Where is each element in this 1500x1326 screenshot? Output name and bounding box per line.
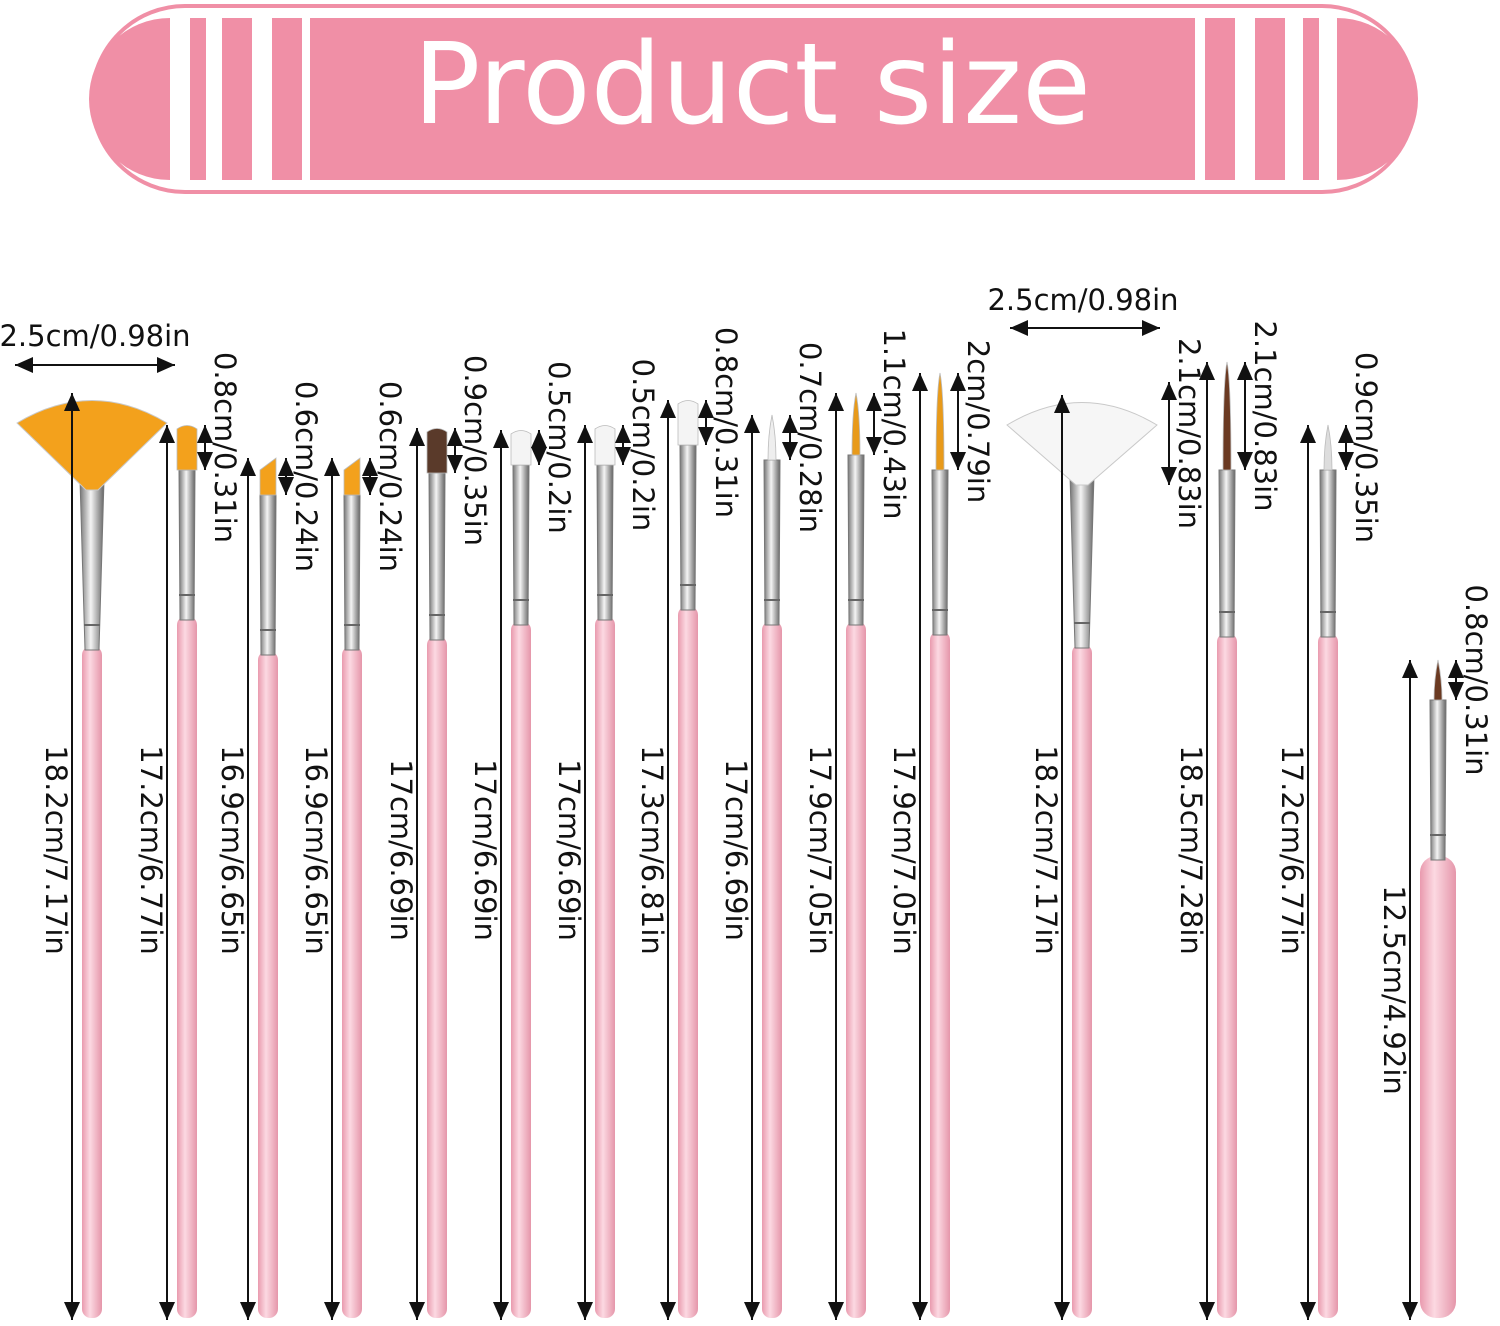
brush — [1217, 361, 1237, 1318]
length-label: 17cm/6.69in — [384, 759, 418, 941]
brush — [846, 392, 866, 1318]
head-label: 0.5cm/0.2in — [626, 359, 660, 532]
brush-handle — [342, 646, 362, 1318]
head-label: 0.9cm/0.35in — [1349, 352, 1383, 543]
head-label: 0.6cm/0.24in — [289, 381, 323, 572]
length-label: 17.3cm/6.81in — [635, 745, 669, 955]
brush-handle — [427, 636, 447, 1318]
head-label: 2.1cm/0.83in — [1172, 338, 1206, 529]
head-label: 0.7cm/0.28in — [793, 342, 827, 533]
head-label: 0.8cm/0.31in — [1459, 584, 1493, 775]
length-label: 17cm/6.69in — [552, 759, 586, 941]
brush-handle — [1217, 633, 1237, 1318]
brush-bristles — [259, 457, 277, 496]
brush-bristles — [1323, 424, 1333, 471]
brush-bristles — [851, 392, 861, 456]
brush — [16, 400, 168, 1318]
brush — [1318, 424, 1338, 1318]
brush-ferrule — [343, 494, 361, 651]
brush — [762, 414, 782, 1318]
brush — [342, 457, 362, 1318]
head-label: 0.8cm/0.31in — [709, 327, 743, 518]
brush-bristles — [1433, 659, 1443, 701]
length-label: 12.5cm/4.92in — [1377, 885, 1411, 1095]
length-label: 18.2cm/7.17in — [39, 745, 73, 955]
brush — [1420, 659, 1456, 1318]
brush-handle — [595, 616, 615, 1318]
brush-bristles — [677, 400, 699, 446]
brush-handle — [678, 606, 698, 1318]
length-label: 17.9cm/7.05in — [887, 745, 921, 955]
length-label: 17cm/6.69in — [719, 759, 753, 941]
brush-bristles — [16, 400, 168, 491]
brush-ferrule — [178, 469, 196, 621]
head-label: 0.6cm/0.24in — [373, 381, 407, 572]
brush-handle — [846, 621, 866, 1318]
length-label: 17.2cm/6.77in — [134, 745, 168, 955]
title-banner: Product size — [89, 4, 1418, 194]
brush-handle — [177, 616, 197, 1318]
width-label: 2.5cm/0.98in — [0, 319, 191, 353]
brush-bristles — [176, 425, 198, 471]
brush — [176, 425, 198, 1318]
length-label: 18.5cm/7.28in — [1174, 745, 1208, 955]
brush — [510, 430, 532, 1318]
length-label: 16.9cm/6.65in — [299, 745, 333, 955]
length-label: 17cm/6.69in — [468, 759, 502, 941]
brush-handle — [762, 621, 782, 1318]
brush-handle — [258, 651, 278, 1318]
brush-handle — [1318, 633, 1338, 1318]
head-label: 2.1cm/0.83in — [1248, 320, 1282, 511]
head-label: 0.5cm/0.2in — [542, 361, 576, 534]
length-label: 17.2cm/6.77in — [1275, 745, 1309, 955]
title: Product size — [413, 20, 1091, 150]
brush — [677, 400, 699, 1318]
brush — [594, 425, 616, 1318]
length-label: 18.2cm/7.17in — [1029, 745, 1063, 955]
length-label: 16.9cm/6.65in — [215, 745, 249, 955]
head-label: 2cm/0.79in — [961, 340, 995, 503]
head-label: 0.8cm/0.31in — [208, 352, 242, 543]
brush-bristles — [1006, 402, 1158, 486]
brush-ferrule — [596, 464, 614, 621]
brush-handle — [511, 621, 531, 1318]
brush-handle — [82, 646, 102, 1318]
brush-bristles — [594, 425, 616, 466]
head-label: 0.9cm/0.35in — [458, 355, 492, 546]
brush-bristles — [510, 430, 532, 466]
head-label: 1.1cm/0.43in — [877, 328, 911, 519]
brush-handle — [1072, 644, 1092, 1318]
length-label: 17.9cm/7.05in — [803, 745, 837, 955]
brush-bristles — [1222, 361, 1232, 471]
brush — [930, 372, 950, 1318]
brush-bristles — [935, 372, 945, 471]
brush-handle — [930, 631, 950, 1318]
brush-handle — [1420, 856, 1456, 1318]
brush — [258, 457, 278, 1318]
brush-bristles — [426, 428, 448, 474]
brush-bristles — [343, 457, 361, 496]
brush — [426, 428, 448, 1318]
brush — [1006, 402, 1158, 1318]
width-label: 2.5cm/0.98in — [987, 283, 1178, 317]
brush-bristles — [767, 414, 777, 461]
